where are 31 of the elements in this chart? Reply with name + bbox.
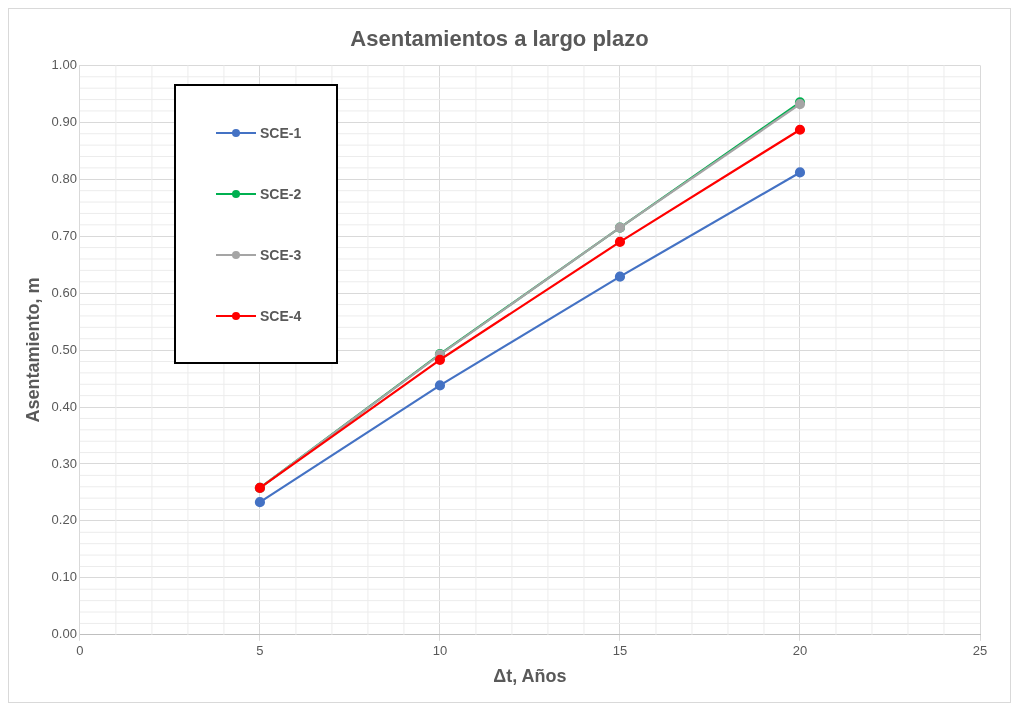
legend-label: SCE-3 xyxy=(260,246,302,263)
y-tick-label: 0.20 xyxy=(51,512,77,528)
chart-title: Asentamientos a largo plazo xyxy=(350,26,649,52)
x-tick-label: 20 xyxy=(792,643,808,659)
x-axis-title: Δt, Años xyxy=(493,666,567,687)
y-tick-label: 0.40 xyxy=(51,398,77,414)
y-tick-label: 0.50 xyxy=(51,341,77,357)
y-axis-title: Asentamiento, m xyxy=(22,277,43,423)
y-tick-label: 0.30 xyxy=(51,455,77,471)
y-tick-label: 0.60 xyxy=(51,284,77,300)
x-tick-label: 25 xyxy=(972,643,988,659)
point xyxy=(434,354,446,365)
point xyxy=(794,124,806,135)
x-tick-label: 15 xyxy=(612,643,628,659)
legend-label: SCE-4 xyxy=(260,307,302,324)
point xyxy=(434,380,446,391)
point xyxy=(794,167,806,178)
y-tick-label: 1.00 xyxy=(51,56,77,72)
x-tick-label: 5 xyxy=(256,643,264,659)
y-tick-label: 0.00 xyxy=(51,626,77,642)
y-tick-label: 0.70 xyxy=(51,227,77,243)
legend-label: SCE-2 xyxy=(260,185,302,202)
x-tick-label: 10 xyxy=(432,643,448,659)
y-tick-label: 0.10 xyxy=(51,569,77,585)
y-tick-label: 0.90 xyxy=(51,113,77,129)
y-tick-label: 0.80 xyxy=(51,170,77,186)
point xyxy=(254,497,266,508)
point xyxy=(614,236,626,248)
point xyxy=(614,271,626,282)
legend-label: SCE-1 xyxy=(260,124,302,141)
x-tick-label: 0 xyxy=(76,643,84,659)
